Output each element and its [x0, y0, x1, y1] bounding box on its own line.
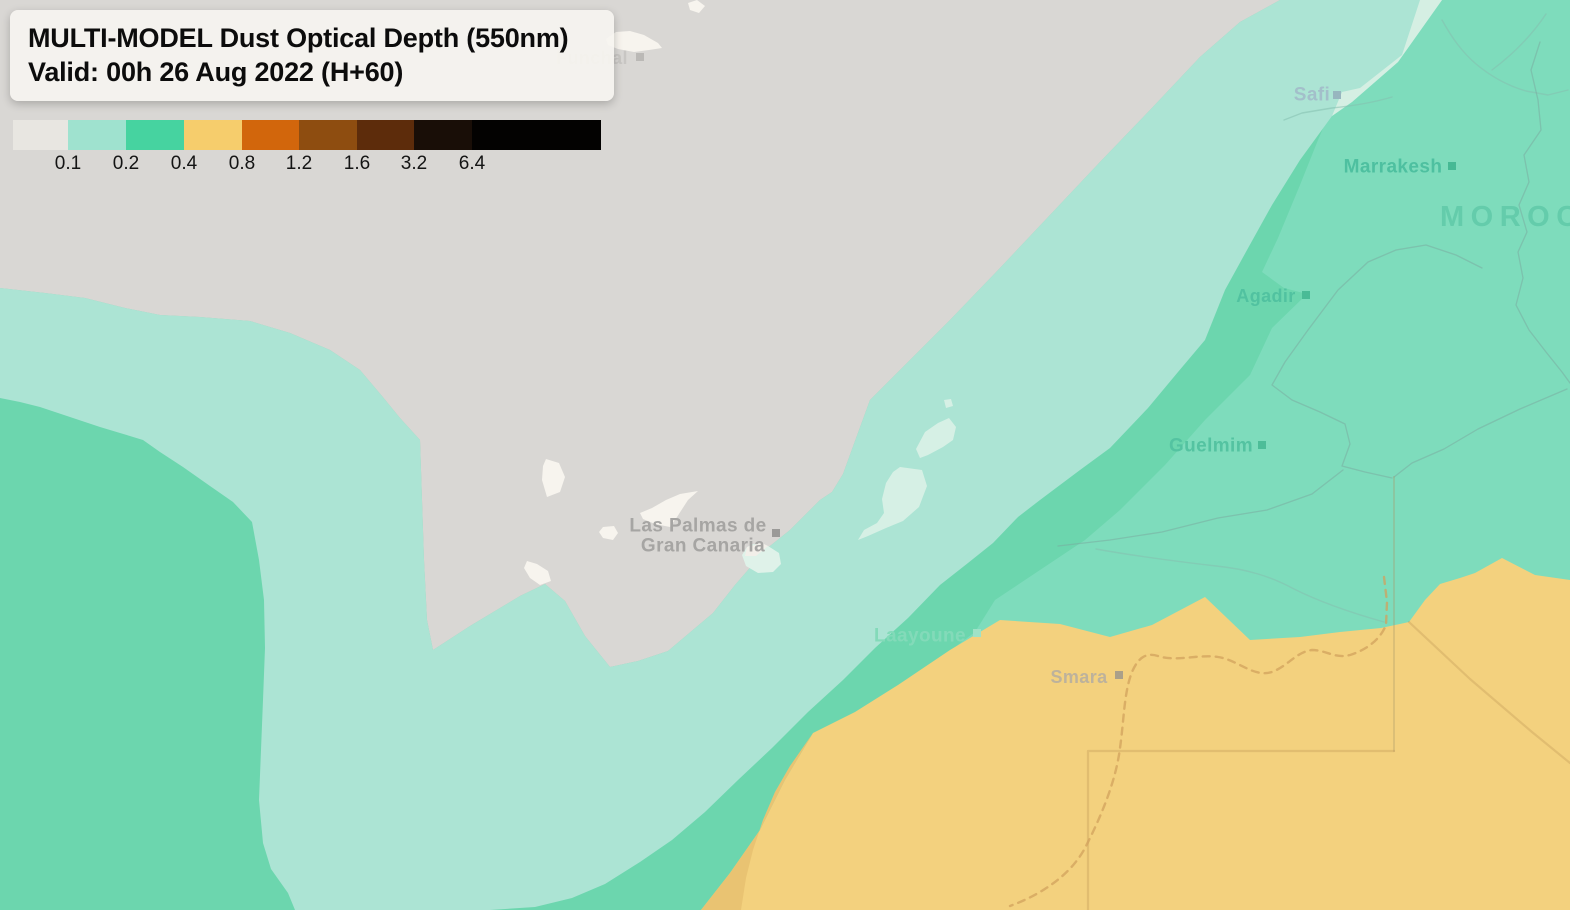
city-marker-agadir: [1302, 291, 1310, 299]
city-label-marrakesh: Marrakesh: [1344, 157, 1443, 178]
island-el-hierro: [524, 561, 551, 585]
city-label-agadir: Agadir: [1236, 286, 1295, 306]
river-atlas-1: [1441, 19, 1569, 96]
border-guelmim-region: [1271, 244, 1483, 479]
island-lanzarote: [916, 418, 956, 458]
region-dust-01-02-band: [0, 0, 1442, 910]
city-marker-las-palmas: [772, 529, 780, 537]
island-fuerteventura: [858, 467, 927, 540]
island-la-graciosa: [944, 399, 953, 408]
island-tenerife: [640, 491, 698, 527]
border-coast-region: [1057, 469, 1344, 547]
city-marker-safi: [1333, 91, 1341, 99]
city-label-laayoune: Laayoune: [874, 626, 966, 647]
city-marker-laayoune: [973, 629, 981, 637]
island-la-gomera: [599, 526, 618, 540]
city-marker-smara: [1115, 671, 1123, 679]
island-la-palma: [542, 459, 565, 497]
border-straight-diagonal: [1407, 620, 1570, 765]
city-label-funchal: Funchal: [556, 48, 628, 68]
region-dust-04-08-ocean: [701, 733, 813, 910]
river-tensift: [1283, 96, 1393, 121]
city-label-guelmim: Guelmim: [1169, 436, 1253, 457]
river-atlas-2: [1491, 13, 1547, 71]
city-marker-funchal: [636, 53, 644, 61]
city-label-las-palmas-line2: Gran Canaria: [641, 536, 765, 557]
island-madeira: [606, 31, 662, 52]
city-marker-marrakesh: [1448, 162, 1456, 170]
region-dust-04-08-land: [701, 558, 1570, 910]
border-algeria: [1393, 388, 1568, 478]
island-gran-canaria-north: [745, 543, 768, 556]
river-saguia: [1095, 548, 1385, 623]
region-dust-below-01: [0, 0, 1280, 667]
border-western-sahara-dashed: [1008, 575, 1389, 908]
island-porto-santo: [688, 0, 705, 13]
city-marker-guelmim: [1258, 441, 1266, 449]
border-straight-south: [1086, 749, 1396, 910]
city-label-las-palmas-line1: Las Palmas de: [629, 516, 766, 537]
border-admin-east: [1515, 41, 1570, 384]
coastal-strip-safi: [1332, 0, 1442, 116]
city-label-smara: Smara: [1050, 667, 1108, 687]
city-label-safi: Safi: [1294, 85, 1330, 106]
country-label-morocco: MOROCCO: [1440, 201, 1570, 233]
